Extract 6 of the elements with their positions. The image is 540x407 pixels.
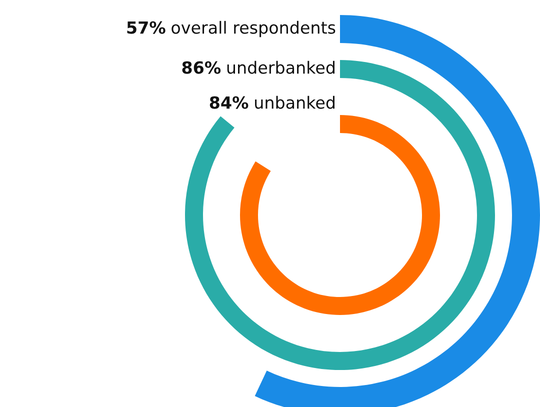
category-label: unbanked bbox=[255, 96, 334, 109]
data-label: 57% bbox=[127, 21, 166, 34]
data-label: 84% bbox=[210, 96, 248, 109]
category-label: underbanked bbox=[227, 60, 334, 74]
category-label: overall respondents bbox=[172, 20, 336, 38]
data-label: 86% bbox=[182, 61, 221, 74]
